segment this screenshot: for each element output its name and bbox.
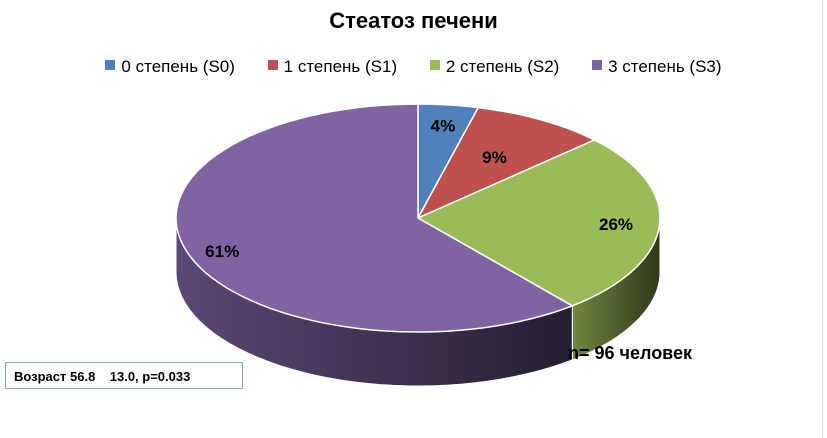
legend-label-s1: 1 степень (S1) [283,56,398,76]
legend-swatch-s3 [592,60,603,71]
legend-item-s0: 0 степень (S0) [105,56,235,77]
data-label-s1: 9% [482,148,507,167]
pie-slice-s2 [416,139,661,307]
data-label-s2: 26% [599,215,633,234]
legend-label-s3: 3 степень (S3) [608,56,722,76]
pie-slice-s3 [175,103,575,333]
data-label-s0: 4% [431,116,456,135]
pie-slices [175,103,661,333]
legend-item-s3: 3 степень (S3) [592,56,722,77]
legend-label-s0: 0 степень (S0) [121,56,235,76]
legend-swatch-s2 [429,60,440,71]
chart-frame-border [822,0,823,438]
legend: 0 степень (S0) 1 степень (S1) 2 степень … [0,56,827,77]
legend-label-s2: 2 степень (S2) [445,56,560,76]
data-label-s3: 61% [205,242,239,261]
pie-slice-s1 [416,106,597,220]
legend-swatch-s0 [105,60,116,71]
age-stats-box: Возраст 56.8 13.0, p=0.033 [5,362,243,389]
pie-data-labels: 4% 9% 26% 61% [205,116,633,261]
legend-item-s2: 2 степень (S2) [429,56,560,77]
sample-size-annotation: n= 96 человек [568,343,693,363]
legend-swatch-s1 [267,60,278,71]
chart-title: Стеатоз печени [329,8,498,33]
legend-item-s1: 1 степень (S1) [267,56,398,77]
